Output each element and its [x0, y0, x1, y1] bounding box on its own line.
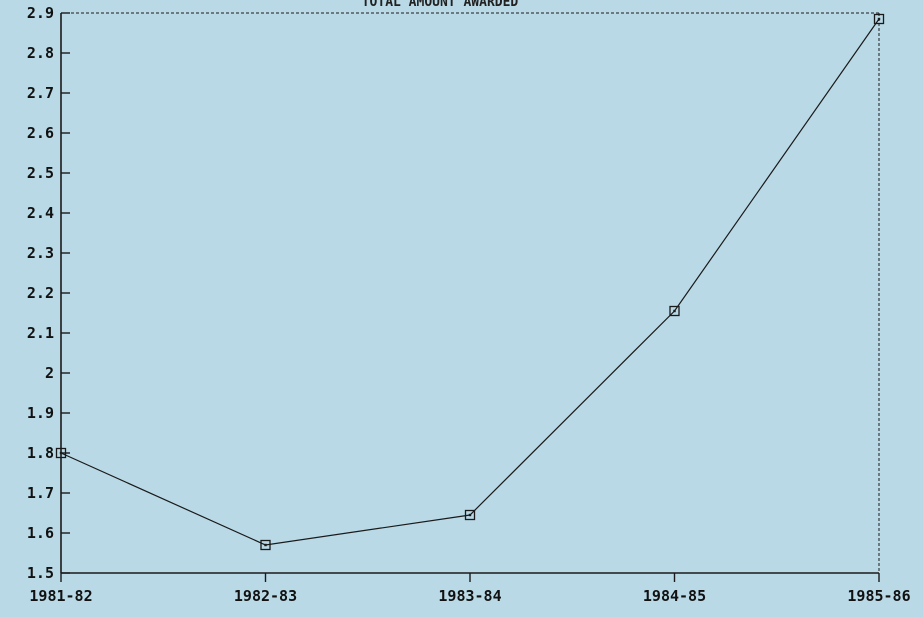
series-line [60, 18, 880, 546]
y-tick-label: 1.9 [27, 404, 54, 422]
y-tick-label: 2.2 [27, 284, 54, 302]
x-tick-label: 1981-82 [29, 587, 92, 605]
axes: 1.5 1.6 1.7 1.8 1.9 2 2.1 2.2 2.3 2.4 2.5 2.6 2.7 2.8… [27, 4, 911, 605]
y-tick-label: 2.6 [27, 124, 54, 142]
y-tick-label: 1.5 [27, 564, 54, 582]
data-point-dot [673, 309, 676, 313]
y-tick-label: 2.3 [27, 244, 54, 262]
series-group [55, 13, 885, 551]
x-tick-label: 1983-84 [438, 587, 501, 605]
y-tick-label: 1.8 [27, 444, 54, 462]
x-tick-label: 1985-86 [847, 587, 910, 605]
y-tick-label: 1.7 [27, 484, 54, 502]
data-point-dot [468, 513, 472, 517]
y-tick-label: 2.5 [27, 164, 54, 182]
y-tick-label: 2.4 [27, 204, 54, 222]
y-tick-label: 2.8 [27, 44, 54, 62]
data-point-dot [877, 17, 881, 21]
data-point-marker [464, 509, 476, 521]
chart-title: TOTAL AMOUNT AWARDED [362, 0, 519, 10]
y-tick-label: 2 [45, 364, 54, 382]
x-tick-label: 1984-85 [643, 587, 706, 605]
y-tick-label: 2.1 [27, 324, 54, 342]
y-tick-label: 2.7 [27, 84, 54, 102]
data-point-dot [264, 543, 267, 547]
data-point-marker [260, 539, 271, 551]
data-point-dot [59, 451, 63, 455]
data-point-marker [669, 305, 680, 317]
data-point-marker [55, 447, 67, 459]
y-tick-label: 1.6 [27, 524, 54, 542]
y-tick-label: 2.9 [27, 4, 54, 22]
data-point-marker [873, 13, 885, 25]
x-tick-label: 1982-83 [234, 587, 297, 605]
